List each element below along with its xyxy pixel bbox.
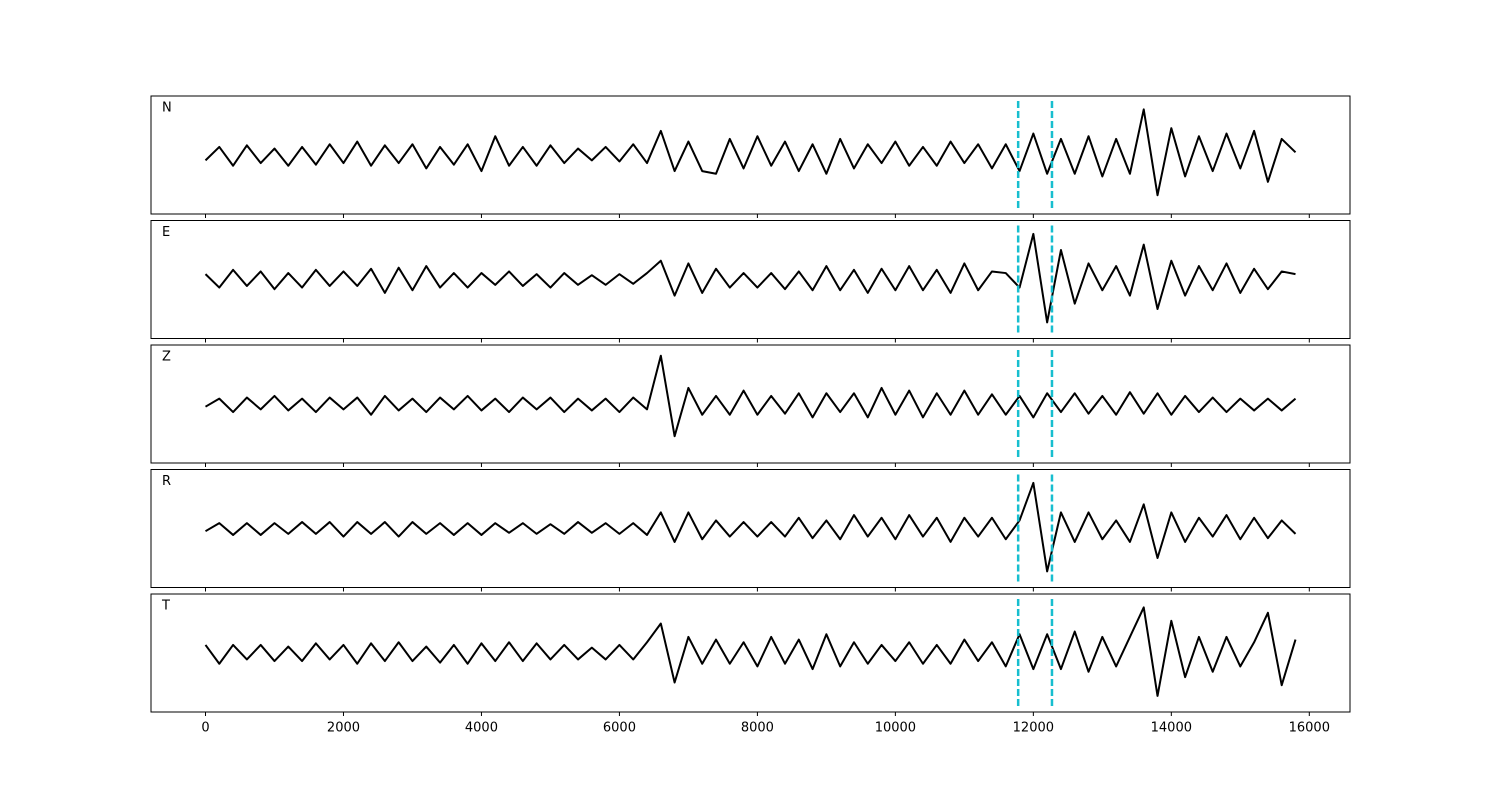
x-tick-label: 2000 [327, 721, 360, 736]
x-tick-label: 4000 [465, 721, 498, 736]
panel-label: E [162, 225, 170, 240]
x-tick-label: 16000 [1289, 721, 1330, 736]
trace [204, 108, 1297, 197]
x-tick-label: 12000 [1013, 721, 1054, 736]
x-tick-label: 0 [201, 721, 209, 736]
trace [204, 606, 1297, 697]
panel-label: R [162, 474, 171, 489]
trace [204, 481, 1297, 573]
panel-frame [150, 344, 1351, 464]
panel-label: N [162, 101, 172, 116]
panel-frame [150, 593, 1351, 713]
panel-frame [150, 220, 1351, 339]
panel-frame [150, 95, 1351, 215]
x-tick-label: 6000 [603, 721, 636, 736]
trace [204, 232, 1296, 324]
panel-label: T [161, 599, 170, 614]
x-tick-label: 10000 [875, 721, 916, 736]
x-tick-label: 14000 [1151, 721, 1192, 736]
trace [204, 354, 1297, 438]
x-tick-label: 8000 [741, 721, 774, 736]
panel-label: Z [162, 350, 171, 365]
panel-frame [150, 469, 1351, 588]
